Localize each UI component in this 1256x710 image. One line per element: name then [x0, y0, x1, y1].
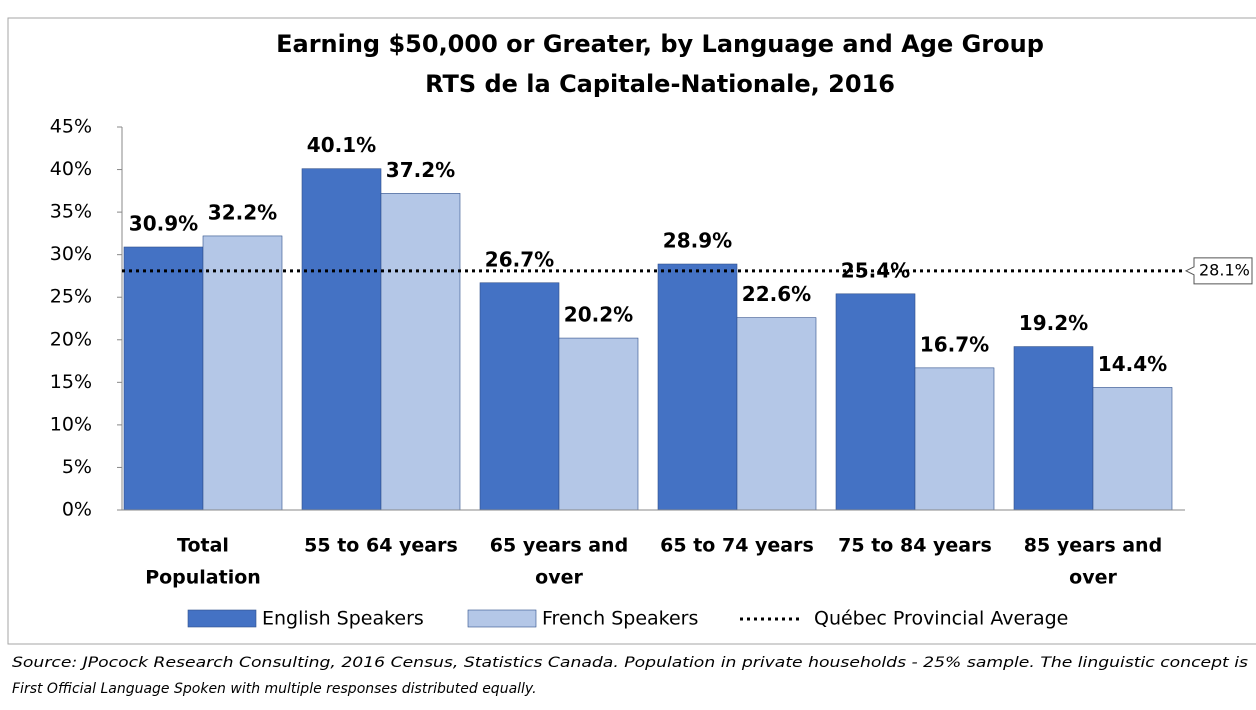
- y-tick-label: 15%: [50, 371, 92, 393]
- bar: [736, 317, 817, 511]
- data-label: 30.9%: [129, 212, 198, 236]
- bar: [479, 282, 560, 511]
- data-label: 28.9%: [663, 229, 732, 253]
- x-tick-label: Total: [177, 535, 229, 557]
- bar: [558, 337, 639, 511]
- data-label: 22.6%: [742, 282, 811, 306]
- data-label: 16.7%: [920, 332, 989, 356]
- bar: [202, 235, 283, 511]
- legend-swatch: [467, 609, 537, 628]
- data-label: 32.2%: [208, 200, 277, 224]
- bar: [123, 246, 204, 511]
- legend-label: Québec Provincial Average: [814, 608, 1068, 630]
- data-label: 14.4%: [1098, 352, 1167, 376]
- x-tick-label: over: [1069, 567, 1117, 589]
- bar: [835, 293, 916, 511]
- y-tick-label: 35%: [50, 201, 92, 223]
- source-note: First Official Language Spoken with mult…: [12, 681, 537, 697]
- data-label: 26.7%: [485, 247, 554, 271]
- y-tick-label: 30%: [50, 243, 92, 265]
- x-tick-label: 85 years and: [1024, 535, 1162, 557]
- y-tick-label: 10%: [50, 413, 92, 435]
- legend-label: French Speakers: [542, 608, 698, 630]
- data-label: 20.2%: [564, 303, 633, 327]
- x-tick-label: over: [535, 567, 583, 589]
- x-tick-label: 55 to 64 years: [304, 535, 458, 557]
- x-tick-label: 65 to 74 years: [660, 535, 814, 557]
- legend-swatch: [187, 609, 257, 628]
- y-tick-label: 20%: [50, 328, 92, 350]
- legend-label: English Speakers: [262, 608, 424, 630]
- bar: [301, 168, 382, 511]
- bar: [657, 263, 738, 511]
- data-label: 40.1%: [307, 133, 376, 157]
- bar: [914, 367, 995, 511]
- x-tick-label: 75 to 84 years: [838, 535, 992, 557]
- reference-label: 28.1%: [1199, 260, 1250, 279]
- data-label: 37.2%: [386, 158, 455, 182]
- x-tick-label: Population: [145, 567, 261, 589]
- y-tick-label: 25%: [50, 286, 92, 308]
- bar: [380, 193, 461, 511]
- bar: [1092, 387, 1173, 511]
- chart-title: RTS de la Capitale-Nationale, 2016: [425, 70, 895, 98]
- y-tick-label: 5%: [62, 456, 92, 478]
- y-tick-label: 0%: [62, 499, 92, 521]
- callout: [1184, 257, 1253, 285]
- data-label: 19.2%: [1019, 311, 1088, 335]
- y-tick-label: 45%: [50, 116, 92, 138]
- y-tick-label: 40%: [50, 158, 92, 180]
- source-note: Source: JPocock Research Consulting, 201…: [12, 655, 1248, 671]
- bar: [1013, 346, 1094, 511]
- x-tick-label: 65 years and: [490, 535, 628, 557]
- chart-title: Earning $50,000 or Greater, by Language …: [276, 30, 1044, 58]
